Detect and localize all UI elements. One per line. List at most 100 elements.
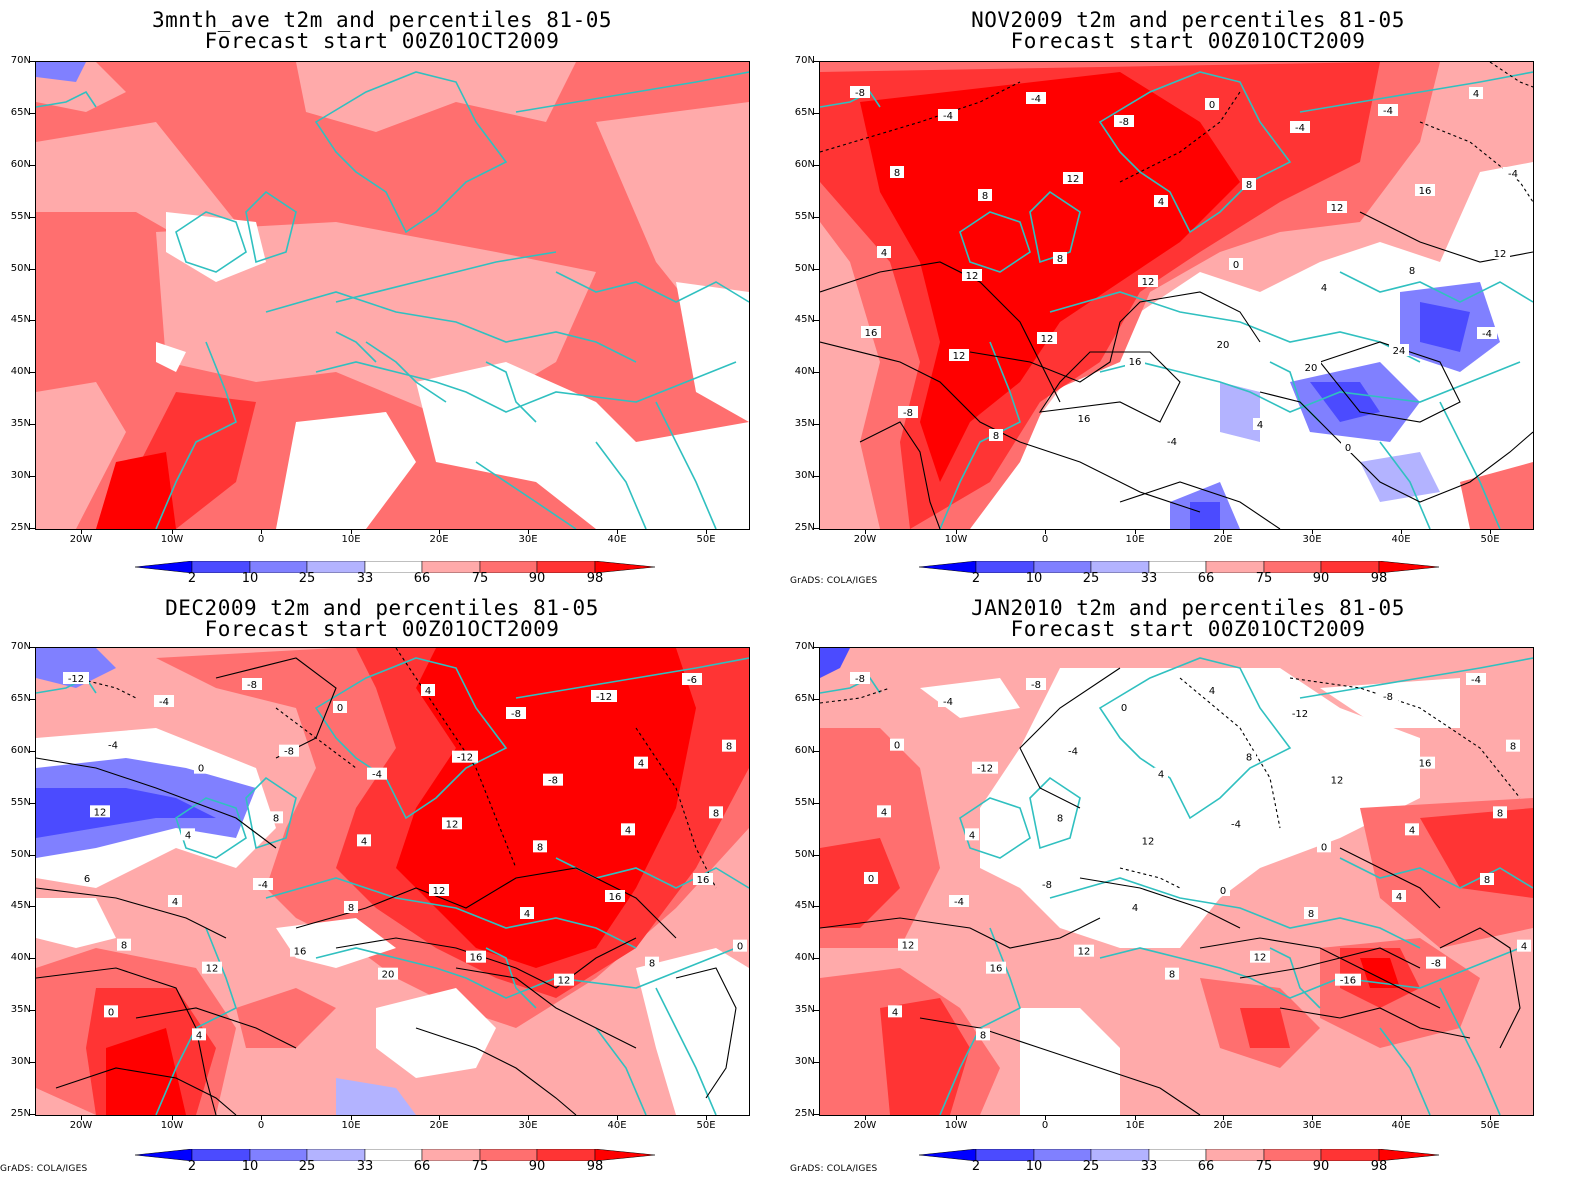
svg-text:4: 4 <box>892 1007 898 1018</box>
longitude-label: 10E <box>1125 1120 1145 1131</box>
svg-text:4: 4 <box>1158 197 1164 208</box>
svg-text:16: 16 <box>1078 414 1091 425</box>
svg-text:4: 4 <box>625 825 631 836</box>
svg-text:4: 4 <box>1132 903 1138 914</box>
longitude-tick <box>261 1115 262 1120</box>
latitude-label: 65N <box>10 692 31 704</box>
latitude-tick <box>814 1010 819 1012</box>
svg-text:4: 4 <box>185 830 191 841</box>
svg-text:16: 16 <box>1419 759 1432 770</box>
longitude-label: 30E <box>518 1120 538 1131</box>
colorbar-label: 10 <box>1025 1159 1043 1174</box>
svg-text:12: 12 <box>1078 947 1091 958</box>
longitude-label: 20W <box>69 534 93 545</box>
colorbar-label: 66 <box>413 1159 431 1174</box>
colorbar-label: 75 <box>471 1159 489 1174</box>
svg-text:-4: -4 <box>1383 106 1393 117</box>
colorbar-swatch <box>1378 1148 1440 1162</box>
contour-label: 4 <box>1317 281 1331 294</box>
svg-text:8: 8 <box>537 842 543 853</box>
colorbar-label: 90 <box>528 1159 546 1174</box>
latitude-label: 35N <box>794 1004 815 1016</box>
svg-text:-4: -4 <box>372 770 382 781</box>
svg-text:-4: -4 <box>258 880 268 891</box>
latitude-tick <box>814 958 819 960</box>
contour-label: 0 <box>1317 840 1331 853</box>
svg-text:-4: -4 <box>943 697 953 708</box>
panel-nov2009: NOV2009 t2m and percentiles 81-05 Foreca… <box>784 0 1584 598</box>
colorbar-label: 90 <box>1312 1159 1330 1174</box>
svg-text:16: 16 <box>1419 186 1432 197</box>
longitude-tick <box>706 1115 707 1120</box>
contour-label: 4 <box>168 895 182 908</box>
contour-label: 8 <box>1053 252 1067 265</box>
contour-label: 4 <box>421 684 435 697</box>
latitude-label: 45N <box>10 314 31 326</box>
temperature-percentile-map: -12 -4 -8 0 4 -8 -12 -6 -4 0 -8 -4 -12 -8 4 8 12 4 8 4 12 8 4 8… <box>36 648 749 1115</box>
longitude-label: 10W <box>160 534 184 545</box>
contour-label: 4 <box>181 828 195 841</box>
svg-text:-4: -4 <box>1167 437 1177 448</box>
latitude-label: 60N <box>794 158 815 170</box>
contour-label: 0 <box>1216 884 1230 897</box>
longitude-label: 50E <box>696 1120 716 1131</box>
svg-text:-8: -8 <box>855 88 865 99</box>
latitude-label: 45N <box>10 900 31 912</box>
latitude-tick <box>30 476 35 478</box>
longitude-tick <box>351 1115 352 1120</box>
contour-label: 12 <box>1037 332 1057 345</box>
latitude-tick <box>814 802 819 804</box>
latitude-label: 35N <box>10 418 31 430</box>
svg-text:-8: -8 <box>1042 880 1052 891</box>
panel-dec2009: DEC2009 t2m and percentiles 81-05 Foreca… <box>0 598 780 1196</box>
colorbar-label: 66 <box>413 571 431 586</box>
contour-label: 12 <box>1138 834 1158 847</box>
contour-label: 16 <box>605 890 625 903</box>
longitude-tick <box>617 529 618 534</box>
contour-label: 8 <box>1304 907 1318 920</box>
svg-text:4: 4 <box>638 759 644 770</box>
grads-credit: GrADS: COLA/IGES <box>0 1164 88 1174</box>
colorbar-swatch <box>594 1148 656 1162</box>
contour-label: 12 <box>554 973 574 987</box>
svg-text:12: 12 <box>558 976 571 987</box>
svg-text:-4: -4 <box>1471 675 1481 686</box>
colorbar: 2 10 25 33 66 75 90 98 <box>918 1146 1440 1176</box>
svg-text:16: 16 <box>609 892 622 903</box>
svg-text:8: 8 <box>1510 742 1516 753</box>
contour-label: 12 <box>1327 201 1347 214</box>
longitude-label: 50E <box>1480 1120 1500 1131</box>
longitude-label: 20E <box>429 1120 449 1131</box>
latitude-label: 30N <box>794 1056 815 1068</box>
contour-label: 4 <box>1517 939 1531 953</box>
latitude-tick <box>30 216 35 218</box>
svg-text:8: 8 <box>982 191 988 202</box>
contour-label: 20 <box>1301 361 1321 374</box>
svg-text:8: 8 <box>1246 753 1252 764</box>
map-plot: -8 -4 -4 -8 0 -4 -4 4 8 8 12 4 8 12 16 -4 4 12 8 12 0 4 8 12 16 1… <box>819 61 1534 530</box>
svg-text:8: 8 <box>726 742 732 753</box>
contour-label: 4 <box>1253 418 1267 431</box>
contour-label: 16 <box>861 326 881 339</box>
latitude-label: 25N <box>794 522 815 533</box>
contour-label: 0 <box>733 939 747 953</box>
longitude-label: 20W <box>853 534 877 545</box>
longitude-label: 30E <box>1302 1120 1322 1131</box>
contour-label: -12 <box>452 750 478 764</box>
svg-text:8: 8 <box>993 431 999 442</box>
svg-text:-4: -4 <box>954 897 964 908</box>
colorbar-label: 2 <box>971 1159 981 1174</box>
longitude-label: 20E <box>1213 534 1233 545</box>
svg-text:8: 8 <box>649 959 655 970</box>
svg-text:12: 12 <box>953 351 966 362</box>
longitude-tick <box>617 1115 618 1120</box>
latitude-label: 40N <box>794 952 815 964</box>
latitude-label: 35N <box>10 1004 31 1016</box>
longitude-label: 50E <box>696 534 716 545</box>
panel-title-line1: NOV2009 t2m and percentiles 81-05 <box>971 8 1405 32</box>
svg-text:-4: -4 <box>1031 94 1041 105</box>
svg-text:4: 4 <box>172 897 178 908</box>
contour-label: -4 <box>1466 673 1486 686</box>
latitude-label: 60N <box>10 744 31 756</box>
svg-text:0: 0 <box>737 942 743 953</box>
